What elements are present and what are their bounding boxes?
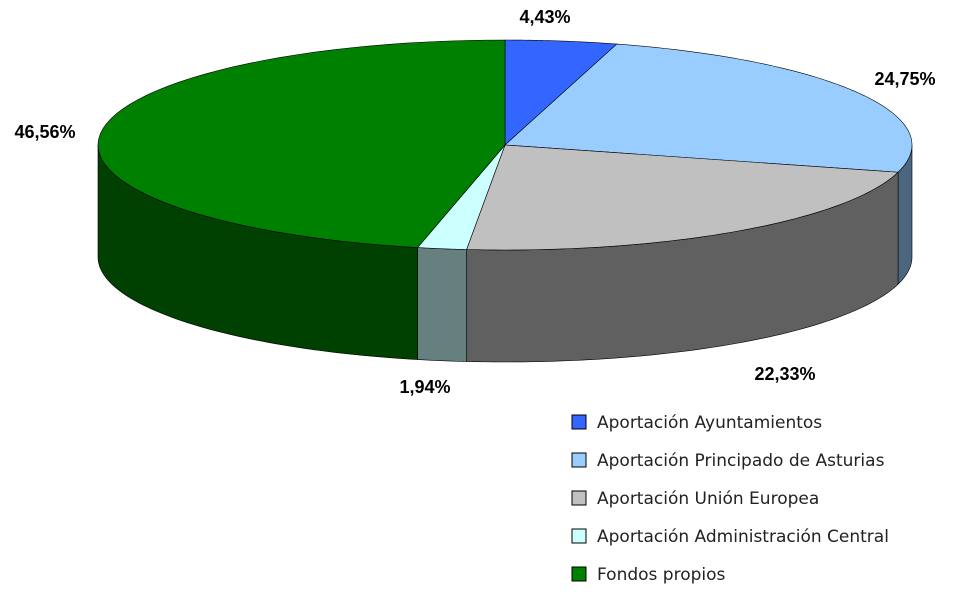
legend-label: Aportación Unión Europea: [597, 489, 819, 509]
data-label: 24,75%: [874, 69, 935, 89]
data-label: 4,43%: [519, 7, 570, 27]
legend-swatch: [571, 414, 587, 430]
slice: [466, 144, 899, 251]
legend-label: Fondos propios: [597, 565, 726, 585]
legend-swatch: [571, 490, 587, 506]
legend-label: Aportación Administración Central: [597, 527, 889, 547]
slice-side: [417, 247, 467, 362]
legend-swatch: [571, 528, 587, 544]
legend-swatch: [571, 452, 587, 468]
data-label: 1,94%: [399, 377, 450, 397]
slice: [504, 39, 618, 146]
legend-label: Aportación Principado de Asturias: [597, 451, 885, 471]
data-label: 46,56%: [14, 122, 75, 142]
data-label: 22,33%: [754, 364, 815, 384]
legend-swatch: [571, 566, 587, 582]
slice: [416, 144, 506, 250]
slice: [504, 43, 913, 173]
legend-label: Aportación Ayuntamientos: [597, 413, 822, 433]
slice: [97, 39, 506, 248]
